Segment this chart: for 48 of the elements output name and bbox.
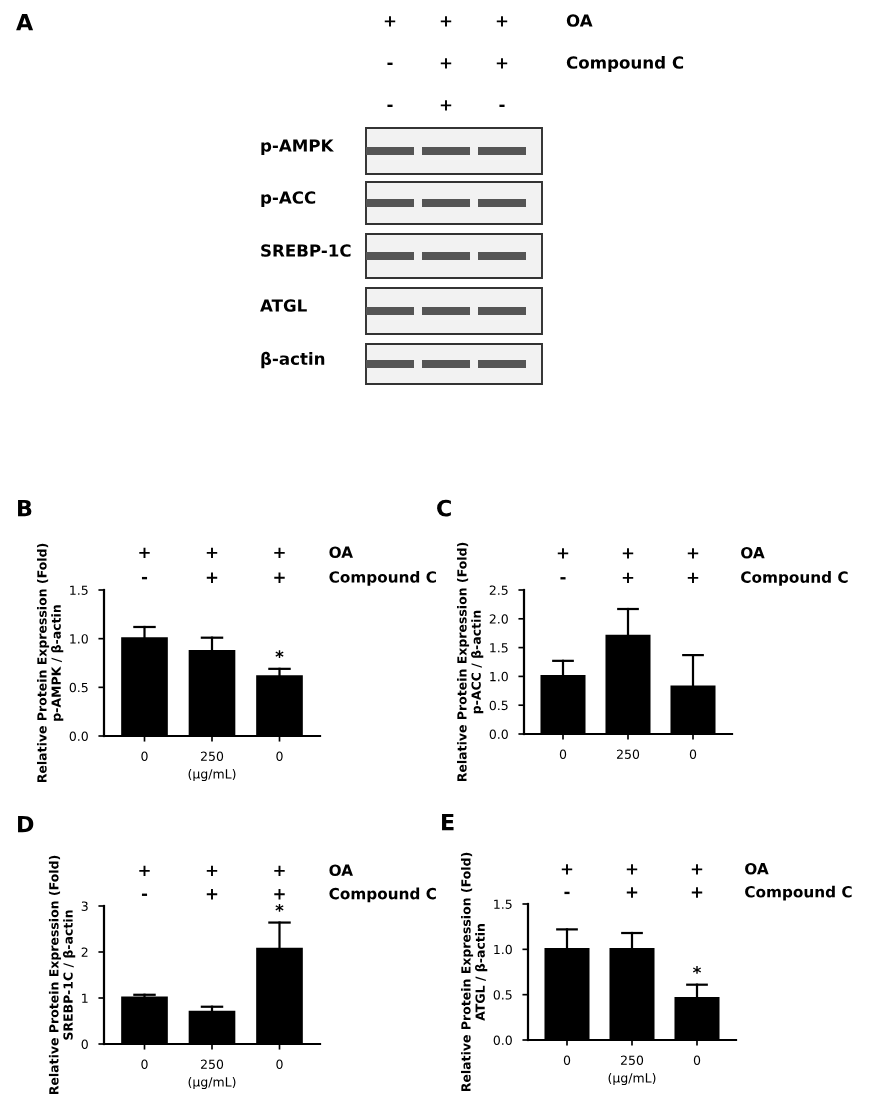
text: B <box>18 499 32 517</box>
text: - <box>387 62 393 65</box>
text: + <box>440 16 452 27</box>
text: - <box>141 576 148 580</box>
text: - <box>387 104 393 107</box>
text: + <box>557 548 569 559</box>
text: + <box>206 572 218 583</box>
text: + <box>274 547 285 559</box>
text: + <box>440 58 452 69</box>
text: β-actin <box>261 351 325 369</box>
text: + <box>691 864 703 875</box>
text: + <box>496 58 508 69</box>
text: - <box>499 104 505 107</box>
text: - <box>560 577 566 580</box>
annotation: * <box>692 966 702 974</box>
text: + <box>561 864 573 875</box>
text: p-AMPK <box>261 139 334 156</box>
text: + <box>274 572 285 583</box>
text: - <box>564 891 570 895</box>
text: + <box>139 547 150 559</box>
text: SREBP-1C <box>261 244 351 257</box>
text: - <box>141 893 148 896</box>
text: + <box>622 572 634 584</box>
text: C <box>437 499 451 517</box>
annotation: * <box>275 903 284 912</box>
text: E <box>442 813 454 831</box>
text: OA <box>566 14 593 27</box>
text: + <box>626 887 638 898</box>
text: + <box>687 548 699 559</box>
annotation: * <box>275 650 284 658</box>
text: + <box>274 865 285 877</box>
text: + <box>496 16 508 27</box>
text: + <box>274 889 285 900</box>
text: + <box>691 887 703 898</box>
text: + <box>384 16 396 27</box>
text: p-ACC <box>261 191 316 208</box>
text: D <box>18 815 34 833</box>
text: + <box>687 572 699 584</box>
text: A <box>16 13 34 31</box>
text: + <box>626 864 638 875</box>
text: + <box>206 865 218 877</box>
text: + <box>139 865 150 877</box>
text: + <box>622 548 634 559</box>
text: + <box>206 547 218 559</box>
text: + <box>206 889 218 900</box>
text: ATGL <box>260 299 307 312</box>
text: + <box>440 100 452 111</box>
text: Compound C <box>566 55 684 73</box>
